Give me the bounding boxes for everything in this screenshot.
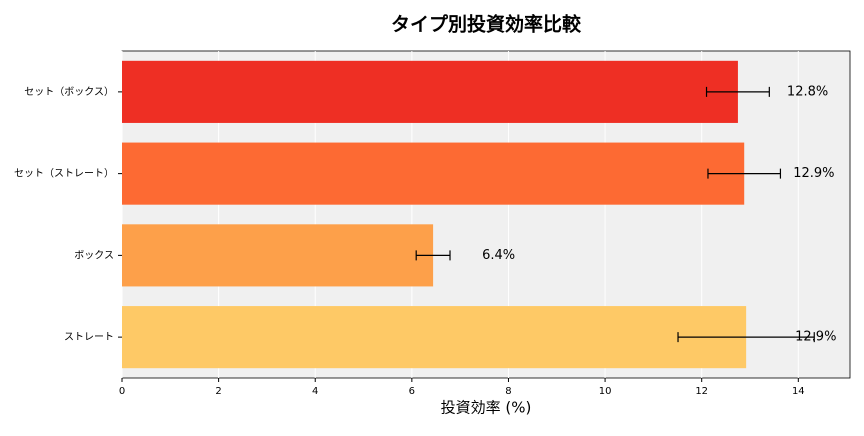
x-tick-label: 0 <box>119 386 125 397</box>
x-tick-label: 10 <box>599 386 612 397</box>
y-tick-label: セット（ボックス） <box>24 86 114 98</box>
x-tick-label: 12 <box>695 386 708 397</box>
y-tick-label: セット（ストレート） <box>14 168 114 180</box>
x-axis-label: 投資効率 (%) <box>441 399 532 417</box>
error-bar <box>677 332 815 343</box>
value-label: 12.9% <box>795 330 836 345</box>
value-label: 6.4% <box>482 248 515 263</box>
x-tick-label: 14 <box>792 386 805 397</box>
y-tick-label: ボックス <box>74 249 114 261</box>
error-bar <box>705 86 770 97</box>
error-bar <box>415 250 451 261</box>
x-tick-label: 4 <box>312 386 318 397</box>
chart-title: タイプ別投資効率比較 <box>391 13 582 36</box>
value-label: 12.8% <box>787 84 828 99</box>
error-bar <box>707 168 782 179</box>
bar <box>122 306 747 369</box>
y-tick-label: ストレート <box>64 332 114 343</box>
bar <box>122 224 434 287</box>
x-tick-label: 8 <box>505 386 511 397</box>
bar <box>122 142 745 205</box>
value-label: 12.9% <box>793 166 834 181</box>
bar <box>122 60 738 123</box>
x-tick-label: 6 <box>409 386 415 397</box>
x-tick-label: 2 <box>215 386 221 397</box>
